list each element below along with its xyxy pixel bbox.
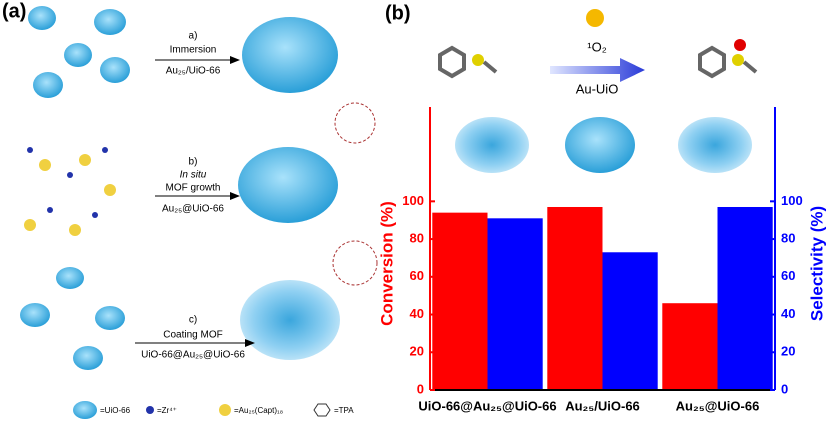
x-tick-label: Au₂₅@UiO-66 [676,398,760,413]
step-text: Au₂₅@UiO-66 [162,204,224,215]
y2-axis-title: Selectivity (%) [807,206,826,321]
reagent: ¹O₂ [587,39,607,54]
step-text: Coating MOF [163,330,222,341]
panel-label: (a) [2,0,26,22]
reaction-scheme [438,9,758,173]
y-tick-label: 40 [410,306,424,321]
y2-tick-label: 40 [781,306,795,321]
step-tag: a) [189,31,198,42]
y-tick-label: 60 [410,268,424,283]
y-tick-label: 100 [402,193,424,208]
step-text: MOF growth [165,183,220,194]
panel-label: (b) [385,2,411,24]
y2-tick-label: 100 [781,193,803,208]
step-text: Au₂₅/UiO-66 [166,66,221,77]
y2-tick-label: 20 [781,344,795,359]
y2-tick-label: 0 [781,381,788,396]
y-axis-title: Conversion (%) [377,201,396,326]
legend-text: =Au₂₅(Capt)₁₈ [234,406,283,415]
step-text: Immersion [170,45,217,56]
y-tick-label: 0 [417,381,424,396]
schematic-a [20,6,378,419]
y2-tick-label: 60 [781,268,795,283]
bar [432,212,488,390]
step-text: UiO-66@Au₂₅@UiO-66 [141,350,245,361]
bar [487,218,543,390]
y2-tick-label: 80 [781,231,795,246]
bar [602,252,658,390]
legend-text: =TPA [334,406,354,415]
y-tick-label: 80 [410,231,424,246]
legend-text: =Zr⁴⁺ [157,406,177,415]
bar [717,206,773,390]
bar [662,303,718,390]
legend-text: =UiO-66 [100,406,131,415]
step-tag: c) [189,315,197,326]
step-text: In situ [180,170,207,181]
y-tick-label: 20 [410,344,424,359]
catalyst: Au-UiO [576,81,619,96]
bar [547,206,603,390]
x-tick-label: Au₂₅/UiO-66 [565,398,640,413]
step-tag: b) [189,157,198,168]
x-tick-label: UiO-66@Au₂₅@UiO-66 [418,398,556,413]
